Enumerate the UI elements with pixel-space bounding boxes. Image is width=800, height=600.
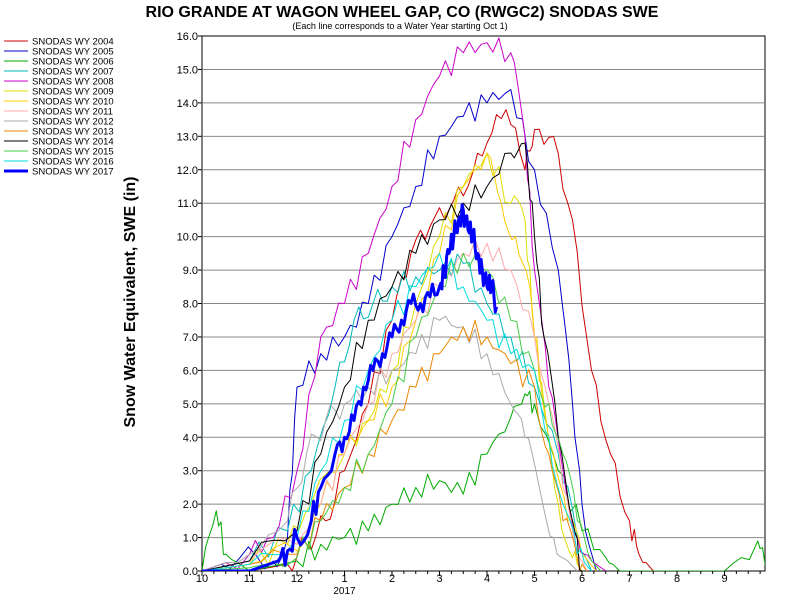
legend-label: SNODAS WY 2009 — [32, 87, 114, 98]
y-axis-label: Snow Water Equivalent, SWE (in) — [122, 177, 139, 428]
series-line-snodas-wy-2005 — [202, 89, 597, 571]
y-tick-label: 7.0 — [183, 332, 198, 344]
legend-label: SNODAS WY 2010 — [32, 97, 114, 108]
y-tick-label: 3.0 — [183, 466, 198, 478]
y-tick-label: 16.0 — [177, 31, 198, 43]
y-tick-label: 10.0 — [177, 232, 198, 244]
series-line-snodas-wy-2006 — [202, 390, 765, 571]
series-line-snodas-wy-2012 — [202, 315, 578, 571]
series-line-snodas-wy-2017 — [202, 203, 498, 571]
chart-title: RIO GRANDE AT WAGON WHEEL GAP, CO (RWGC2… — [146, 4, 659, 21]
y-tick-label: 8.0 — [183, 299, 198, 311]
series-line-snodas-wy-2013 — [202, 319, 588, 571]
y-tick-label: 14.0 — [177, 98, 198, 110]
y-tick-label: 1.0 — [183, 533, 198, 545]
x-tick-label: 6 — [579, 573, 585, 585]
legend-label: SNODAS WY 2012 — [32, 117, 114, 128]
x-year-label: 2017 — [333, 586, 356, 597]
y-tick-label: 4.0 — [183, 432, 198, 444]
chart-subtitle: (Each line corresponds to a Water Year s… — [292, 21, 507, 31]
y-tick-label: 11.0 — [177, 198, 198, 210]
series-line-snodas-wy-2014 — [202, 142, 583, 571]
plot-area: 0.01.02.03.04.05.06.07.08.09.010.011.012… — [177, 31, 766, 597]
x-tick-label: 9 — [721, 573, 727, 585]
y-tick-label: 9.0 — [183, 265, 198, 277]
y-tick-label: 5.0 — [183, 399, 198, 411]
legend-label: SNODAS WY 2006 — [32, 57, 114, 68]
y-tick-label: 6.0 — [183, 365, 198, 377]
y-tick-label: 0.0 — [183, 566, 198, 578]
legend-label: SNODAS WY 2007 — [32, 67, 114, 78]
legend-label: SNODAS WY 2015 — [32, 147, 114, 158]
series-line-snodas-wy-2008 — [202, 37, 607, 571]
series-line-snodas-wy-2007 — [202, 253, 592, 571]
x-tick-label: 2 — [389, 573, 395, 585]
y-tick-label: 12.0 — [177, 165, 198, 177]
legend-label: SNODAS WY 2016 — [32, 157, 114, 168]
legend-label: SNODAS WY 2004 — [32, 37, 114, 48]
x-tick-label: 4 — [484, 573, 490, 585]
legend-label: SNODAS WY 2013 — [32, 127, 114, 138]
legend-label: SNODAS WY 2005 — [32, 47, 114, 58]
legend-label: SNODAS WY 2014 — [32, 137, 114, 148]
legend-label: SNODAS WY 2011 — [32, 107, 113, 118]
series-lines — [202, 37, 765, 571]
x-tick-label: 11 — [244, 573, 255, 585]
y-tick-label: 2.0 — [183, 499, 198, 511]
y-tick-label: 15.0 — [177, 64, 198, 76]
legend-label: SNODAS WY 2017 — [32, 167, 114, 178]
legend-label: SNODAS WY 2008 — [32, 77, 114, 88]
x-tick-label: 12 — [291, 573, 303, 585]
x-tick-label: 7 — [626, 573, 632, 585]
x-tick-label: 8 — [674, 573, 680, 585]
series-line-snodas-wy-2004 — [202, 109, 654, 571]
x-tick-label: 10 — [196, 573, 208, 585]
x-tick-label: 5 — [531, 573, 537, 585]
x-tick-label: 3 — [436, 573, 442, 585]
x-tick-label: 1 — [341, 573, 347, 585]
y-tick-label: 13.0 — [177, 131, 198, 143]
series-line-snodas-wy-2016 — [202, 252, 592, 571]
